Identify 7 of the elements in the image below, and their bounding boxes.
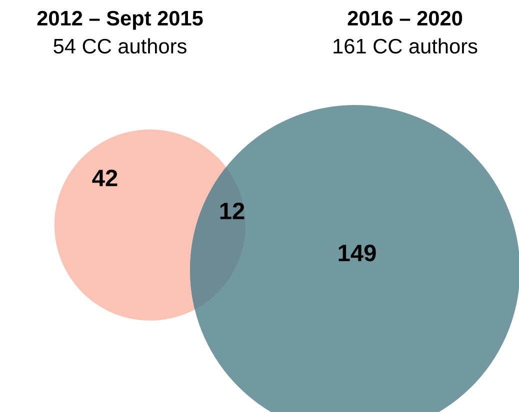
text: 2012 – Sept 2015	[37, 10, 203, 30]
data-label: 12	[220, 202, 244, 220]
data-label: 42	[92, 170, 118, 186]
text: 2016 – 2020	[348, 10, 462, 26]
data-label: 149	[338, 244, 376, 262]
text: 161 CC authors	[334, 38, 478, 54]
text: 54 CC authors	[54, 38, 186, 54]
